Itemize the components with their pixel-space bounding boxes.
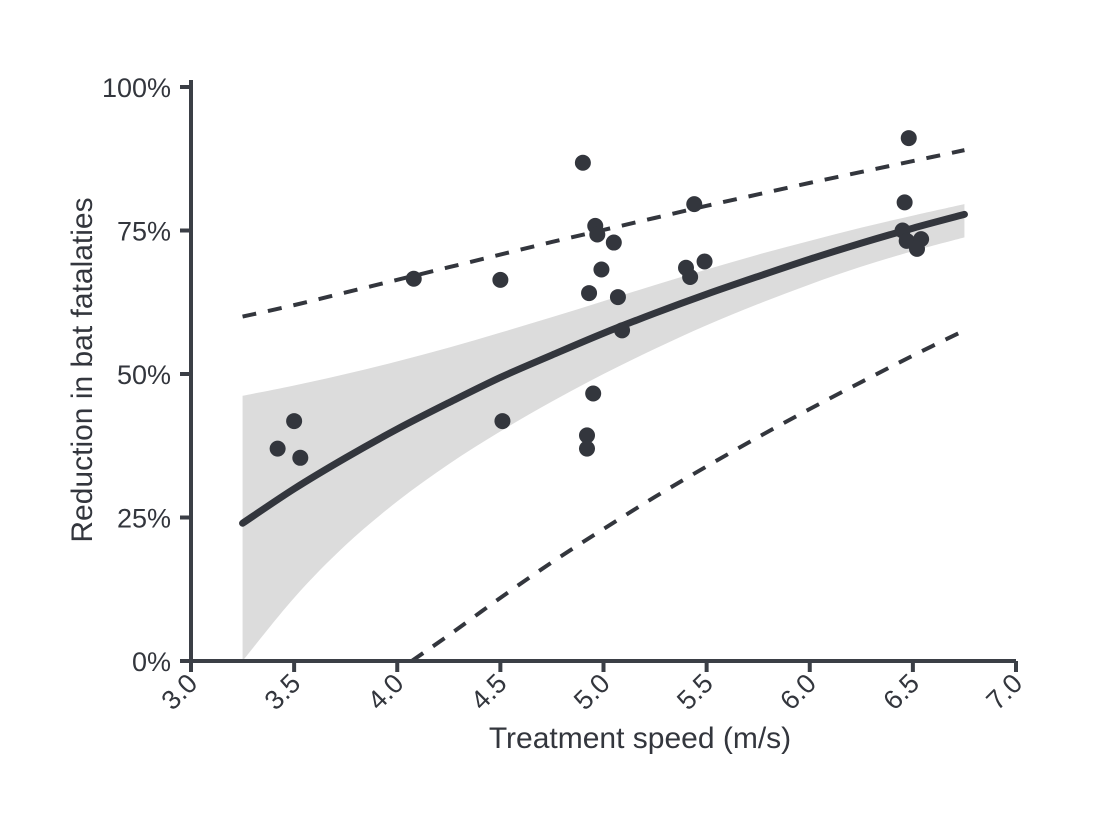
x-axis-tick-label: 5.5	[671, 668, 719, 716]
data-point	[269, 440, 286, 457]
data-point	[605, 234, 622, 251]
fitted-curve	[239, 210, 968, 527]
x-axis-tick-label: 6.5	[877, 668, 925, 716]
data-points	[269, 130, 930, 466]
x-axis-tick-label: 7.0	[980, 668, 1028, 716]
y-axis-tick-label: 0%	[132, 647, 171, 677]
data-point	[686, 196, 703, 213]
x-axis-ticks: 3.0 3.5 4.0 4.5 5.0 5.5 6.0 6.5 7.0	[155, 661, 1028, 716]
data-point	[405, 270, 422, 287]
x-axis-tick-label: 4.5	[465, 668, 513, 716]
x-axis-tick-label: 4.0	[362, 668, 410, 716]
x-axis-tick-label: 5.0	[568, 668, 616, 716]
y-axis-tick-label: 25%	[117, 504, 171, 534]
y-axis-title: Reduction in bat fatalaties	[66, 197, 99, 542]
data-point	[896, 194, 913, 211]
fit-line	[239, 210, 968, 527]
prediction-lower-line	[410, 328, 966, 661]
data-point	[286, 413, 303, 430]
data-point	[682, 268, 699, 285]
data-point	[579, 427, 595, 444]
data-point	[589, 226, 606, 243]
x-axis-tick-label: 6.0	[774, 668, 822, 716]
data-point	[581, 285, 598, 302]
data-point	[593, 261, 610, 278]
data-point	[614, 322, 631, 339]
x-axis-tick-label: 3.5	[259, 668, 307, 716]
y-axis-tick-label: 100%	[102, 73, 171, 103]
data-point	[494, 413, 511, 430]
y-axis-tick-label: 75%	[117, 217, 171, 247]
data-point	[909, 240, 925, 257]
data-point	[609, 289, 626, 306]
data-point	[585, 385, 602, 402]
data-point	[574, 154, 591, 171]
data-point	[900, 130, 917, 147]
y-axis-ticks: 0% 25% 50% 75% 100%	[102, 73, 191, 677]
data-point	[292, 449, 309, 466]
y-axis-tick-label: 50%	[117, 360, 171, 390]
data-point	[579, 440, 595, 457]
data-point	[696, 253, 713, 270]
x-axis-title: Treatment speed (m/s)	[489, 722, 791, 755]
data-point	[492, 271, 509, 288]
